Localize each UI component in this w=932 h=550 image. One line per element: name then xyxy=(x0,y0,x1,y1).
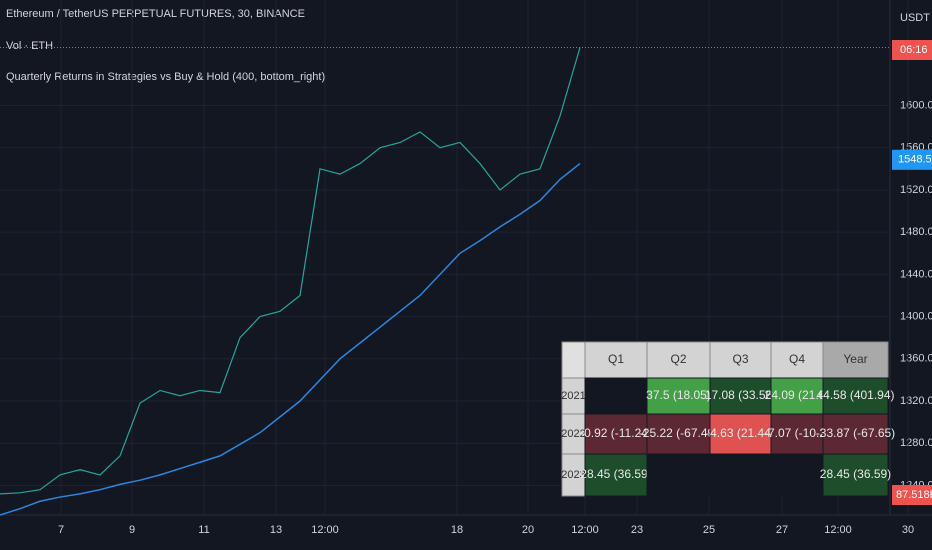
x-tick-label: 12:00 xyxy=(824,524,852,536)
volume-label-bg xyxy=(892,485,932,505)
ma-label: 1548.58 xyxy=(898,154,932,166)
table-cell xyxy=(584,377,648,415)
x-tick-label: 13 xyxy=(270,524,282,536)
header-text: Q1 xyxy=(608,352,624,366)
y-tick-label: 1400.00 xyxy=(900,311,932,323)
y-tick-label: 1280.00 xyxy=(900,437,932,449)
series-line xyxy=(0,162,581,516)
x-tick-label: 12:00 xyxy=(311,524,339,536)
header-text: Q4 xyxy=(789,352,805,366)
volume-label: 87.518K xyxy=(896,489,932,501)
y-tick-label: 1520.00 xyxy=(900,184,932,196)
x-tick-label: 11 xyxy=(198,524,209,536)
year-text: 2023 xyxy=(561,469,585,481)
symbol-title: Ethereum / TetherUS PERPETUAL FUTURES, 3… xyxy=(6,8,305,20)
x-tick-label: 18 xyxy=(451,524,463,536)
table-corner xyxy=(561,341,586,379)
cell-text: -25.22 (-67.49) xyxy=(639,426,718,440)
x-tick-label: 9 xyxy=(129,524,135,536)
table-cell xyxy=(646,413,711,455)
table-cell xyxy=(822,453,889,497)
x-tick-label: 27 xyxy=(776,524,788,536)
cell-text: 24.09 (21.6) xyxy=(765,388,830,402)
table-cell xyxy=(646,377,711,415)
y-tick-label: 1440.00 xyxy=(900,268,932,280)
table-cell xyxy=(770,413,824,455)
y-tick-label: 1600.00 xyxy=(900,99,932,111)
table-cell xyxy=(709,377,772,415)
year-text: 2022 xyxy=(561,428,585,440)
year-text: 2021 xyxy=(561,390,585,402)
cell-text: -4.63 (21.44) xyxy=(706,426,775,440)
cell-text: 44.58 (401.94) xyxy=(816,388,894,402)
table-cell xyxy=(584,453,648,497)
table-cell xyxy=(822,413,889,455)
ma-label-bg xyxy=(892,149,932,170)
countdown-bg xyxy=(892,40,932,60)
x-tick-label: 25 xyxy=(703,524,715,536)
y-tick-label: 1480.00 xyxy=(900,226,932,238)
table-cell xyxy=(709,453,772,497)
header-text: Q3 xyxy=(732,352,748,366)
currency: USDT xyxy=(900,12,930,24)
table-cell xyxy=(584,413,648,455)
y-tick-label: 1320.00 xyxy=(900,395,932,407)
cell-text: -0.92 (-11.24) xyxy=(580,426,652,440)
cell-text: 28.45 (36.59) xyxy=(580,467,651,481)
x-tick-label: 12:00 xyxy=(571,524,599,536)
series-line xyxy=(0,47,581,495)
x-tick-label: 23 xyxy=(631,524,643,536)
header-cell xyxy=(822,341,889,379)
table-cell xyxy=(646,453,711,497)
cell-text: 17.08 (33.56) xyxy=(705,388,776,402)
header-cell xyxy=(584,341,648,379)
indicator-title: Quarterly Returns in Strategies vs Buy &… xyxy=(6,71,325,83)
x-tick-label: 20 xyxy=(522,524,534,536)
x-tick-label: 7 xyxy=(58,524,64,536)
volume-title: Vol · ETH xyxy=(6,40,53,52)
table-cell xyxy=(770,377,824,415)
y-tick-label: 1360.00 xyxy=(900,353,932,365)
countdown: 06:16 xyxy=(900,44,928,56)
cell-text: -7.07 (-10.2) xyxy=(764,426,830,440)
header-text: Q2 xyxy=(670,352,686,366)
header-text: Year xyxy=(843,352,867,366)
table-cell xyxy=(770,453,824,497)
cell-text: -33.87 (-67.65) xyxy=(816,426,895,440)
x-tick-label: 30 xyxy=(902,524,914,536)
cell-text: 37.5 (18.05) xyxy=(646,388,711,402)
cell-text: 28.45 (36.59) xyxy=(820,467,891,481)
header-cell xyxy=(709,341,772,379)
